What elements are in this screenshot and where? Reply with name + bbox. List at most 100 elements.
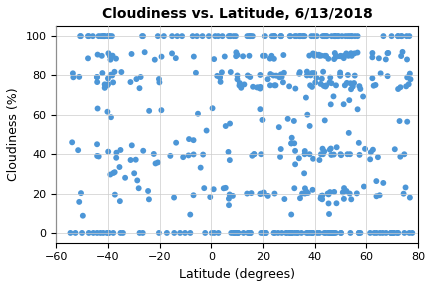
Point: [79, 213, 86, 218]
Point: [139, 34, 146, 38]
Point: [247, 34, 254, 38]
Point: [200, 152, 206, 157]
Point: [320, 152, 327, 156]
Point: [154, 34, 161, 38]
Point: [139, 231, 146, 235]
Point: [232, 34, 239, 38]
Point: [208, 231, 215, 235]
Point: [194, 34, 200, 38]
Point: [310, 51, 317, 56]
Point: [76, 200, 83, 204]
Point: [316, 158, 323, 162]
Point: [296, 71, 303, 76]
Point: [237, 83, 244, 88]
Point: [309, 187, 316, 192]
Point: [369, 51, 376, 55]
Point: [400, 192, 407, 196]
Point: [326, 231, 333, 235]
Point: [250, 84, 257, 89]
Point: [264, 194, 271, 198]
Point: [180, 155, 187, 160]
Point: [262, 231, 269, 235]
Point: [225, 150, 232, 154]
Point: [251, 152, 258, 156]
Point: [116, 199, 123, 203]
Point: [375, 56, 382, 60]
Point: [277, 147, 284, 151]
Point: [383, 231, 390, 235]
Point: [314, 231, 321, 235]
Point: [107, 72, 114, 77]
Point: [172, 56, 179, 60]
Point: [340, 197, 347, 201]
Point: [107, 172, 114, 177]
Point: [338, 231, 345, 235]
Point: [168, 51, 175, 56]
Point: [137, 75, 144, 79]
Point: [79, 231, 86, 235]
Point: [107, 34, 114, 38]
Point: [401, 231, 408, 235]
Point: [105, 231, 112, 235]
Point: [394, 34, 401, 38]
Point: [327, 102, 334, 107]
Point: [331, 34, 338, 38]
Point: [337, 54, 344, 58]
Point: [264, 77, 271, 82]
Point: [377, 71, 384, 76]
Point: [292, 86, 299, 91]
Point: [300, 34, 307, 38]
Point: [293, 231, 300, 235]
Point: [236, 83, 243, 88]
Point: [312, 80, 319, 85]
Point: [319, 146, 326, 151]
Point: [329, 231, 336, 235]
Point: [109, 53, 116, 58]
Point: [308, 34, 315, 38]
Point: [319, 34, 326, 38]
Point: [261, 34, 268, 38]
Point: [107, 57, 114, 62]
Point: [377, 231, 384, 235]
Point: [318, 152, 324, 156]
Point: [303, 231, 310, 235]
Point: [219, 34, 226, 38]
Point: [348, 34, 355, 38]
Point: [337, 72, 343, 77]
Point: [109, 73, 116, 78]
Point: [296, 34, 303, 38]
Point: [331, 34, 338, 38]
Point: [108, 34, 115, 38]
Point: [290, 119, 297, 123]
Point: [388, 34, 395, 38]
Point: [312, 52, 319, 57]
Point: [234, 53, 241, 57]
Point: [286, 84, 292, 89]
Point: [341, 188, 348, 193]
Point: [211, 57, 218, 61]
Point: [146, 197, 152, 202]
Point: [141, 50, 148, 54]
Point: [240, 231, 247, 235]
Point: [340, 56, 347, 60]
Point: [287, 231, 294, 235]
Point: [385, 51, 392, 55]
Point: [295, 156, 302, 161]
Point: [302, 95, 309, 100]
Point: [98, 54, 105, 58]
Point: [230, 231, 237, 235]
Point: [310, 34, 317, 38]
Point: [76, 75, 83, 79]
Point: [255, 85, 262, 90]
Point: [283, 231, 290, 235]
Point: [104, 109, 111, 114]
Point: [85, 56, 92, 61]
Point: [380, 181, 387, 185]
Point: [351, 81, 358, 85]
Point: [348, 54, 355, 58]
Point: [244, 191, 251, 196]
Point: [344, 73, 351, 77]
Point: [373, 179, 380, 183]
Point: [94, 106, 101, 111]
Point: [306, 124, 313, 128]
